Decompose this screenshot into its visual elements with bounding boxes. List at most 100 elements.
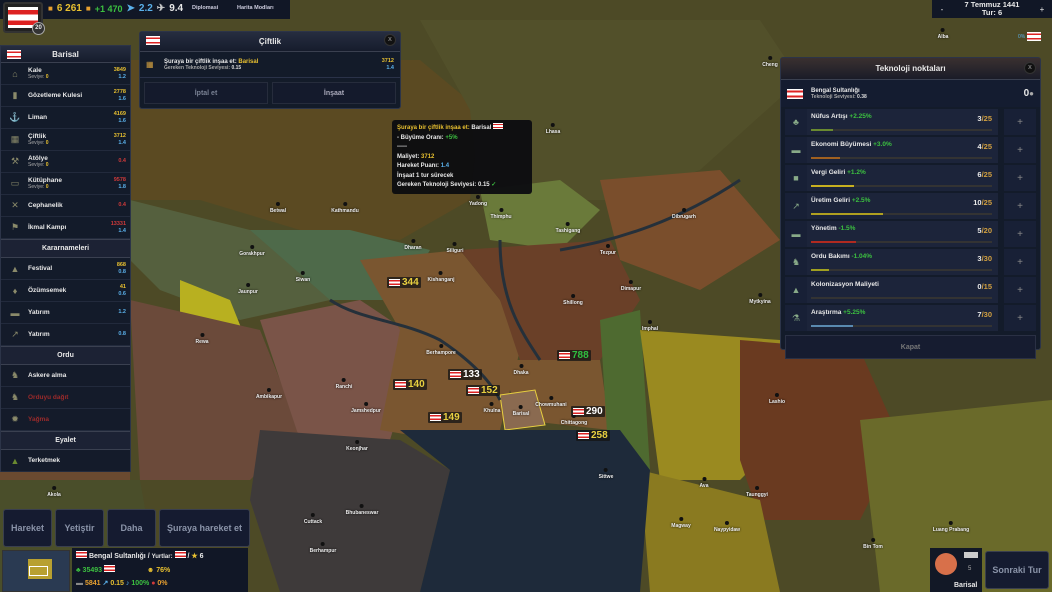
city-label[interactable]: Bhubaneswar: [346, 504, 379, 516]
tech-add-button[interactable]: +: [1004, 109, 1036, 135]
tech-add-button[interactable]: +: [1004, 221, 1036, 247]
close-tech-button[interactable]: Kapat: [785, 335, 1036, 359]
army-action-row[interactable]: ✹ Yağma: [1, 409, 130, 431]
city-label[interactable]: Keonjhar: [346, 440, 368, 452]
tech-add-button[interactable]: +: [1004, 165, 1036, 191]
build-text: Şuraya bir çiftlik inşaa et:: [164, 58, 237, 65]
country-flag-button[interactable]: 20: [3, 2, 45, 35]
city-label[interactable]: Jamshedpur: [351, 402, 381, 414]
city-label[interactable]: Berhampore: [426, 344, 455, 356]
cancel-button[interactable]: İptal et: [144, 82, 268, 104]
speed-up-button[interactable]: +: [1039, 4, 1045, 14]
more-button[interactable]: Daha: [107, 509, 156, 547]
next-turn-button[interactable]: Sonraki Tur: [985, 551, 1049, 589]
city-label[interactable]: Tashigang: [556, 222, 581, 234]
building-row[interactable]: ⚒ Atölye Seviye: 0 0.4: [1, 151, 130, 173]
city-label[interactable]: Lashio: [769, 393, 785, 405]
city-label[interactable]: Kathmandu: [331, 202, 359, 214]
city-label[interactable]: Tezpur: [600, 244, 616, 256]
army-marker[interactable]: 140: [393, 379, 427, 390]
city-label[interactable]: Berhampur: [310, 542, 337, 554]
city-label[interactable]: Ava: [700, 477, 709, 489]
city-label[interactable]: Shillong: [563, 294, 583, 306]
building-row[interactable]: ▦ Çiftlik Seviye: 0 3712 1.4: [1, 129, 130, 151]
move-button[interactable]: Hareket: [3, 509, 52, 547]
city-label[interactable]: Dharan: [404, 239, 421, 251]
building-name: Kale: [28, 67, 42, 74]
tab-map-modes[interactable]: Harita Modları: [237, 5, 274, 11]
building-row[interactable]: ⚓ Liman 4169 1.6: [1, 107, 130, 129]
city-label[interactable]: Siliguri: [447, 242, 464, 254]
city-label[interactable]: Barisal: [513, 405, 530, 417]
tech-add-button[interactable]: +: [1004, 277, 1036, 303]
city-label[interactable]: Chowmuhani: [535, 396, 566, 408]
tech-add-button[interactable]: +: [1004, 137, 1036, 163]
city-label[interactable]: Dhaka: [513, 364, 528, 376]
army-action-row[interactable]: ♞ Orduyu dağıt: [1, 387, 130, 409]
speed-down-button[interactable]: -: [940, 4, 944, 14]
country-name[interactable]: Bengal Sultanlığı: [88, 553, 146, 560]
army-marker[interactable]: 788: [557, 350, 591, 361]
city-label[interactable]: Betwal: [270, 202, 286, 214]
tab-diplomacy[interactable]: Diplomasi: [192, 5, 219, 11]
city-label[interactable]: Naypyidaw: [714, 521, 740, 533]
city-label[interactable]: Magway: [671, 517, 690, 529]
city-label[interactable]: Sittwe: [599, 468, 614, 480]
city-label[interactable]: Siwan: [296, 271, 310, 283]
city-label[interactable]: Kishanganj: [428, 271, 455, 283]
building-row[interactable]: ▭ Kütüphane Seviye: 0 9578 1.8: [1, 173, 130, 195]
tech-add-button[interactable]: +: [1004, 193, 1036, 219]
city-label[interactable]: Cuttack: [304, 513, 322, 525]
train-button[interactable]: Yetiştir: [55, 509, 104, 547]
state-action-row[interactable]: ▲ Terketmek: [1, 450, 130, 472]
city-label[interactable]: Dibrugarh: [672, 208, 696, 220]
move-here-button[interactable]: Şuraya hareket et: [159, 509, 250, 547]
decree-row[interactable]: ♦ Özümsemek 41 0.6: [1, 280, 130, 302]
city-label[interactable]: Lhasa: [546, 123, 560, 135]
close-button[interactable]: x: [384, 34, 396, 46]
city-label[interactable]: Ranchi: [336, 378, 353, 390]
decree-row[interactable]: ↗ Yatırım 0.8: [1, 324, 130, 346]
building-row[interactable]: ▮ Gözetleme Kulesi 2778 1.6: [1, 85, 130, 107]
city-label[interactable]: Mytkyina: [749, 293, 770, 305]
city-label[interactable]: Jaunpur: [238, 283, 258, 295]
building-row[interactable]: ✕ Cephanelik 0.4: [1, 195, 130, 217]
city-label[interactable]: Alba: [938, 28, 949, 40]
tech-add-button[interactable]: +: [1004, 249, 1036, 275]
army-marker[interactable]: 258: [576, 430, 610, 441]
decree-row[interactable]: ▲ Festival 868 0.8: [1, 258, 130, 280]
army-marker[interactable]: 149: [428, 412, 462, 423]
army-flag: [389, 279, 400, 286]
city-label[interactable]: Gorakhpur: [239, 245, 265, 257]
city-label[interactable]: Rewa: [195, 333, 208, 345]
top-right-flag[interactable]: 0%: [1018, 32, 1042, 41]
city-label[interactable]: Bin Tom: [863, 538, 883, 550]
city-label[interactable]: Ambikapur: [256, 388, 282, 400]
close-button[interactable]: x: [1024, 62, 1036, 74]
tech-add-button[interactable]: +: [1004, 305, 1036, 331]
army-marker[interactable]: 344: [387, 277, 421, 288]
province-emblem[interactable]: [935, 553, 957, 575]
city-label[interactable]: Thimphu: [490, 208, 511, 220]
army-marker[interactable]: 152: [466, 385, 500, 396]
level-value: 0: [45, 74, 49, 80]
building-row[interactable]: ⌂ Kale Seviye: 0 3849 1.2: [1, 63, 130, 85]
city-label[interactable]: Akola: [47, 486, 61, 498]
build-button[interactable]: İnşaat: [272, 82, 396, 104]
tech-value: 0.15: [110, 580, 124, 587]
city-label[interactable]: Khulna: [484, 402, 501, 414]
building-row[interactable]: ⚑ İkmal Kampı 13331 1.4: [1, 217, 130, 239]
city-label[interactable]: Taunggyi: [746, 486, 768, 498]
army-marker[interactable]: 133: [448, 369, 482, 380]
army-marker[interactable]: 290: [571, 406, 605, 417]
minimap[interactable]: [2, 550, 70, 592]
city-label[interactable]: Cheng: [762, 56, 778, 68]
army-action-row[interactable]: ♞ Askere alma: [1, 365, 130, 387]
city-label[interactable]: Chittagong: [561, 414, 587, 426]
decree-row[interactable]: ▬ Yatırım 1.2: [1, 302, 130, 324]
city-label[interactable]: Dimapur: [621, 280, 641, 292]
date-panel: - 7 Temmuz 1441 Tur: 6 +: [932, 0, 1052, 18]
city-label[interactable]: Luang Prabang: [933, 521, 969, 533]
city-label[interactable]: Yadong: [469, 195, 487, 207]
city-label[interactable]: Imphal: [642, 320, 658, 332]
